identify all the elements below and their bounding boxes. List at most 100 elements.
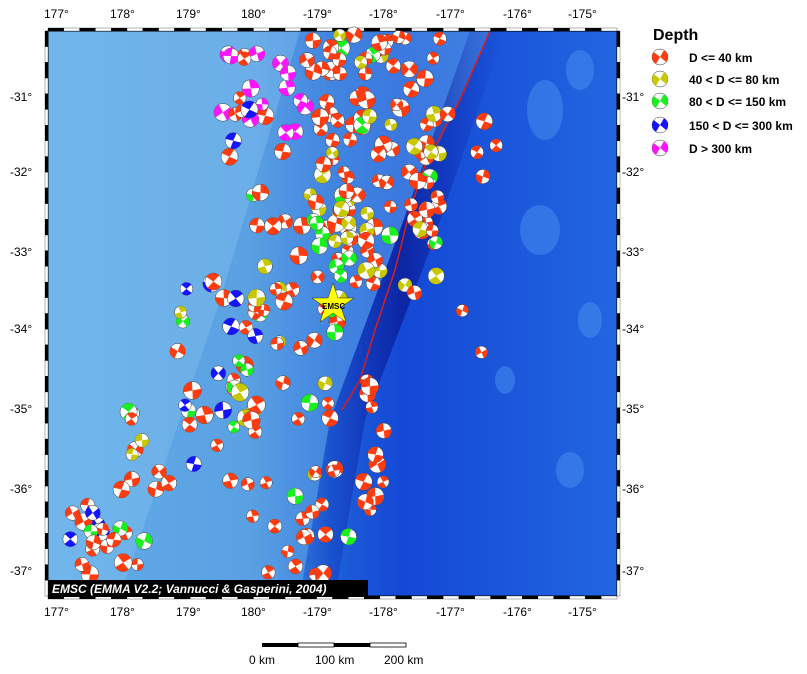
lat-labels-right: -31° -32° -33° -34° -35° -36° -37°: [622, 90, 644, 578]
lat-label: -34°: [10, 322, 32, 336]
frame-tick: [44, 187, 49, 204]
frame-tick: [616, 501, 621, 518]
beachball-icon: [357, 261, 376, 280]
lon-label: 180°: [241, 7, 266, 21]
frame-tick: [44, 140, 49, 157]
beachball-icon: [338, 183, 355, 200]
frame-tick: [553, 27, 570, 32]
beachball-icon: [423, 144, 439, 160]
beachball-icon: [341, 250, 358, 267]
frame-tick: [616, 485, 621, 502]
emsc-label: EMSC: [322, 302, 345, 311]
emsc-marker[interactable]: EMSC: [311, 282, 355, 323]
frame-tick: [585, 27, 602, 32]
beachball-icon: [360, 206, 375, 221]
frame-tick: [44, 93, 49, 110]
beachball-icon: [95, 522, 109, 536]
beachball-icon: [251, 183, 270, 202]
frame-tick: [616, 407, 621, 424]
frame-tick: [237, 27, 254, 32]
beachball-icon: [340, 528, 357, 546]
beachball-icon: [300, 394, 319, 412]
frame-tick: [44, 30, 49, 47]
lat-label: -37°: [622, 564, 644, 578]
beachball-icon: [284, 282, 300, 298]
beachball-icon: [248, 45, 266, 62]
scale-label: 200 km: [384, 653, 423, 667]
frame-tick: [490, 27, 507, 32]
beachball-icon: [430, 189, 445, 204]
beachball-icon: [357, 90, 376, 109]
beachball-icon: [326, 323, 344, 341]
frame-tick: [44, 125, 49, 142]
lon-label: -178°: [369, 7, 398, 21]
beachball-icon: [274, 143, 292, 161]
frame-tick: [616, 46, 621, 63]
frame-tick: [616, 30, 621, 47]
seamounts: [495, 50, 602, 488]
beachball-icon: [299, 52, 315, 68]
beachball-icon: [178, 398, 192, 412]
beachball-icon: [123, 471, 140, 488]
frame-tick: [44, 423, 49, 440]
beachball-icon: [222, 317, 240, 336]
beachball-icon: [247, 395, 266, 415]
frame-tick: [379, 595, 396, 600]
beachball-icon: [375, 422, 392, 439]
beachball-icon: [222, 47, 240, 65]
lon-label: -177°: [436, 605, 465, 619]
frame-tick: [585, 595, 602, 600]
frame-tick: [79, 27, 96, 32]
frame-tick: [411, 595, 428, 600]
frame-tick: [616, 187, 621, 204]
beachball-icon: [402, 80, 420, 98]
beachball-icon: [489, 138, 503, 153]
beachball-icon: [321, 396, 335, 410]
frame-tick: [616, 564, 621, 581]
legend-title: Depth: [653, 27, 698, 44]
beachball-icon: [651, 48, 669, 66]
beachball-icon: [349, 275, 363, 289]
beachball-icon: [321, 409, 339, 427]
frame-tick: [44, 77, 49, 94]
beachball-icon: [257, 258, 273, 275]
frame-tick: [506, 595, 523, 600]
beachball-icon: [183, 381, 202, 400]
lat-label: -36°: [10, 482, 32, 496]
scale-label: 0 km: [249, 653, 275, 667]
beachball-icon: [333, 28, 347, 42]
frame-tick: [47, 27, 64, 32]
beachball-icon: [270, 336, 284, 351]
credit-box: EMSC (EMMA V2.2; Vannucci & Gasperini, 2…: [48, 580, 368, 597]
beachball-icon: [309, 215, 325, 231]
beachball-icon: [220, 147, 239, 166]
frame-tick: [44, 329, 49, 346]
beachball-icon: [305, 504, 320, 520]
beachball-icon: [432, 31, 447, 46]
lon-label: -179°: [303, 7, 332, 21]
lon-label: -175°: [568, 7, 597, 21]
frame-tick: [616, 219, 621, 236]
beachball-icon: [259, 476, 273, 490]
frame-tick: [537, 27, 554, 32]
frame-tick: [395, 595, 412, 600]
lon-label: -177°: [436, 7, 465, 21]
lat-label: -34°: [622, 322, 644, 336]
beachball-icon: [327, 234, 343, 249]
frame-tick: [44, 281, 49, 298]
frame-tick: [616, 454, 621, 471]
beachball-icon: [337, 165, 351, 179]
frame-tick: [616, 156, 621, 173]
lat-label: -33°: [10, 245, 32, 259]
lat-label: -37°: [10, 564, 32, 578]
frame-tick: [616, 438, 621, 455]
beachball-icon: [419, 117, 434, 132]
frame-tick: [44, 564, 49, 581]
frame-tick: [522, 27, 539, 32]
beachball-icon: [416, 69, 434, 88]
beachball-icon: [367, 446, 384, 463]
beachball-icon: [427, 267, 445, 285]
beachball-icon: [311, 108, 329, 126]
frame-tick: [158, 27, 175, 32]
beachball-icon: [269, 282, 282, 296]
